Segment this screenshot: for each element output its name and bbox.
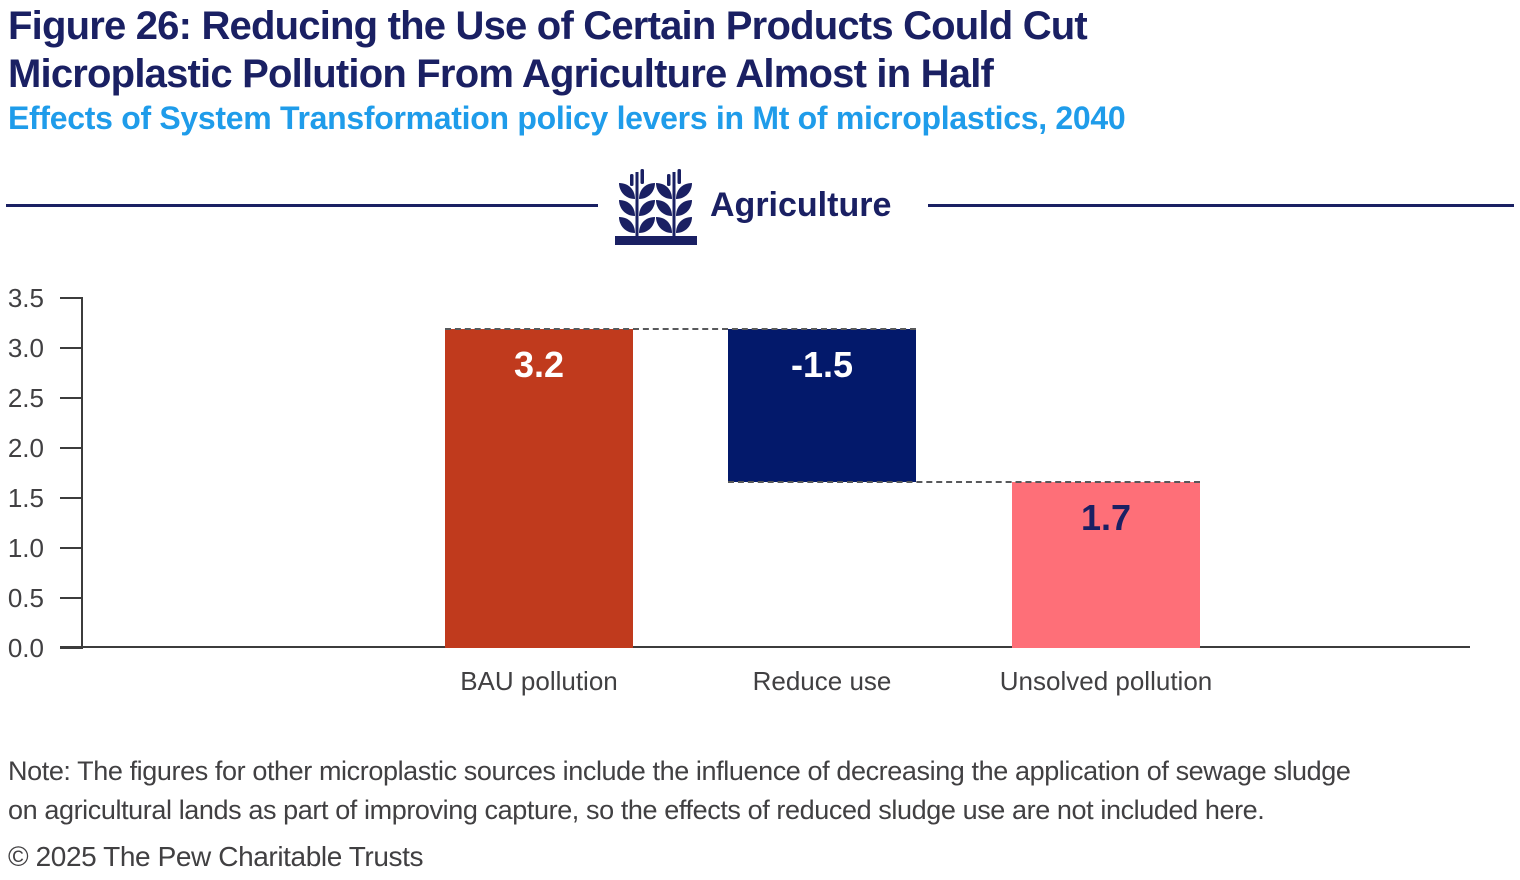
note-line-1: Note: The figures for other microplastic… xyxy=(8,756,1351,786)
y-axis-tick xyxy=(60,347,83,349)
y-axis-tick xyxy=(60,397,83,399)
y-axis-tick-label: 1.5 xyxy=(7,483,44,513)
figure-title-line2: Microplastic Pollution From Agriculture … xyxy=(8,52,994,96)
bar-value-label: -1.5 xyxy=(790,344,854,385)
section-label-agriculture: Agriculture xyxy=(710,186,892,224)
y-axis-tick-label: 1.0 xyxy=(7,533,44,563)
category-label: Unsolved pollution xyxy=(999,666,1213,696)
y-axis-tick-label: 3.5 xyxy=(7,283,44,313)
y-axis-tick xyxy=(60,547,83,549)
bar-bau-pollution xyxy=(445,329,633,648)
section-divider-left xyxy=(6,204,598,207)
y-axis-tick-label: 3.0 xyxy=(7,333,44,363)
bar-value-label: 3.2 xyxy=(513,344,565,385)
figure-title-line1: Figure 26: Reducing the Use of Certain P… xyxy=(8,4,1088,48)
y-axis-line xyxy=(81,298,83,648)
waterfall-connector xyxy=(445,328,916,330)
y-axis-tick xyxy=(60,447,83,449)
y-axis-tick xyxy=(60,297,83,299)
y-axis-tick-label: 2.5 xyxy=(7,383,44,413)
bar-reduce-use xyxy=(728,329,916,482)
waterfall-connector xyxy=(728,481,1200,483)
figure-note: Note: The figures for other microplastic… xyxy=(8,752,1351,830)
note-line-2: on agricultural lands as part of improvi… xyxy=(8,795,1265,825)
figure-subtitle: Effects of System Transformation policy … xyxy=(8,100,1126,136)
y-axis-tick-label: 0.5 xyxy=(7,583,44,613)
y-axis-tick-label: 2.0 xyxy=(7,433,44,463)
y-axis-tick xyxy=(60,647,83,649)
x-axis-line xyxy=(60,646,1470,648)
wheat-icon xyxy=(615,166,697,245)
bar-value-label: 1.7 xyxy=(1080,497,1132,538)
category-label: BAU pollution xyxy=(460,666,618,696)
category-label: Reduce use xyxy=(752,666,892,696)
y-axis-tick xyxy=(60,597,83,599)
y-axis-tick xyxy=(60,497,83,499)
y-axis-tick-label: 0.0 xyxy=(7,633,44,663)
bar-unsolved-pollution xyxy=(1012,482,1200,648)
section-divider-right xyxy=(928,204,1514,207)
copyright-text: © 2025 The Pew Charitable Trusts xyxy=(8,841,424,872)
